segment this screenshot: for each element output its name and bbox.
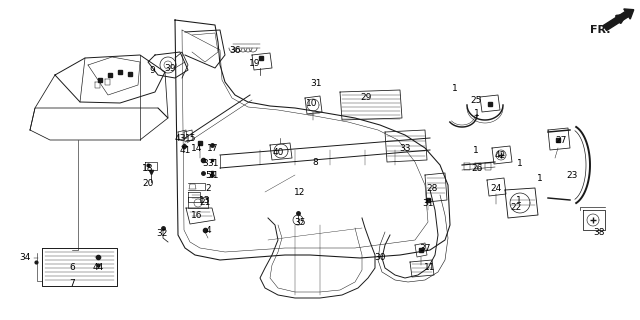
- Text: 8: 8: [312, 157, 318, 166]
- Text: 1: 1: [517, 158, 523, 167]
- Text: 1: 1: [516, 196, 522, 204]
- Text: 30: 30: [374, 252, 386, 261]
- Text: 20: 20: [142, 179, 154, 188]
- Text: 15: 15: [185, 133, 196, 142]
- Text: 12: 12: [294, 188, 306, 196]
- Text: 13: 13: [199, 196, 211, 204]
- Text: 31: 31: [207, 171, 219, 180]
- Text: FR.: FR.: [590, 25, 611, 35]
- Text: 11: 11: [424, 263, 436, 273]
- Text: 5: 5: [205, 171, 211, 180]
- Text: 37: 37: [419, 244, 431, 252]
- Text: 42: 42: [494, 150, 506, 159]
- Text: 31: 31: [422, 198, 434, 207]
- Text: 3: 3: [202, 158, 208, 167]
- Text: 19: 19: [249, 59, 260, 68]
- Text: 21: 21: [199, 197, 211, 206]
- Text: 41: 41: [179, 146, 191, 155]
- Text: 31: 31: [310, 78, 322, 87]
- Text: 24: 24: [490, 183, 502, 193]
- Text: 18: 18: [142, 164, 154, 172]
- Text: 29: 29: [360, 92, 372, 101]
- Text: 16: 16: [191, 211, 203, 220]
- Text: 1: 1: [474, 108, 480, 117]
- Text: 27: 27: [556, 135, 566, 145]
- Text: 26: 26: [471, 164, 483, 172]
- Text: 23: 23: [566, 171, 578, 180]
- Text: 39: 39: [164, 63, 176, 73]
- FancyArrow shape: [604, 9, 634, 30]
- Text: 1: 1: [537, 173, 543, 182]
- Text: 7: 7: [69, 278, 75, 287]
- Text: 4: 4: [205, 226, 211, 235]
- Text: 33: 33: [399, 143, 411, 153]
- Text: 17: 17: [207, 143, 219, 153]
- Text: 44: 44: [92, 263, 104, 273]
- Text: 35: 35: [294, 218, 306, 227]
- Text: 1: 1: [473, 146, 479, 155]
- Text: 40: 40: [272, 148, 284, 156]
- Text: 36: 36: [229, 45, 241, 54]
- Text: 6: 6: [69, 263, 75, 273]
- Text: 38: 38: [593, 228, 605, 236]
- Text: 34: 34: [19, 253, 31, 262]
- Text: 14: 14: [191, 143, 203, 153]
- Text: 28: 28: [426, 183, 438, 193]
- Text: 9: 9: [149, 66, 155, 75]
- Text: 25: 25: [470, 95, 482, 105]
- Text: 32: 32: [156, 228, 168, 237]
- Text: 2: 2: [205, 183, 211, 193]
- Text: 43: 43: [174, 133, 186, 142]
- Text: 1: 1: [452, 84, 458, 92]
- Text: 31: 31: [207, 158, 219, 167]
- Text: 10: 10: [307, 99, 317, 108]
- Text: 22: 22: [510, 203, 522, 212]
